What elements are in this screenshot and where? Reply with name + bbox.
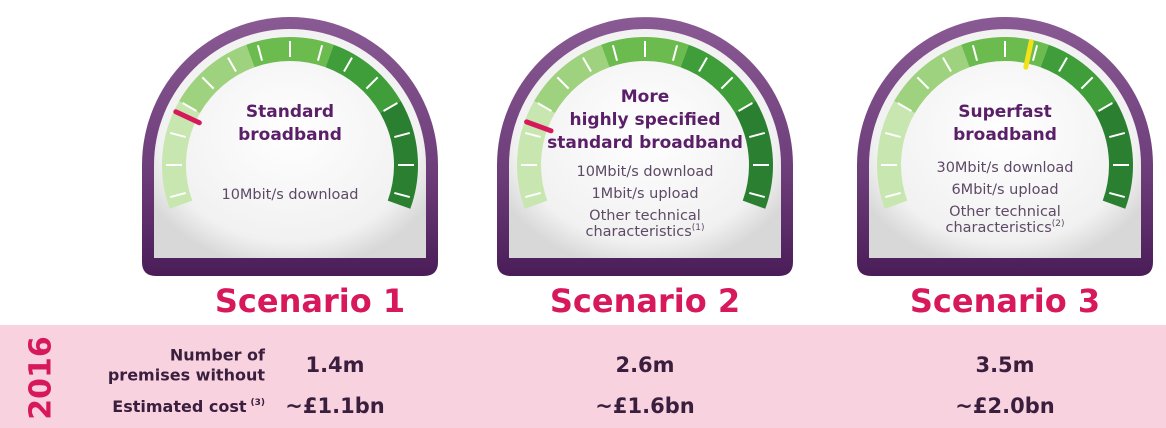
spec: Other technical: [949, 204, 1061, 220]
spec: characteristics(2): [945, 219, 1064, 237]
infographic: 2016 Standard broadband 10Mbit/s download S…: [0, 0, 1166, 428]
spec: 10Mbit/s download: [221, 187, 358, 203]
gauge-title: Superfast: [958, 102, 1052, 122]
gauge-title: broadband: [953, 125, 1057, 145]
scenario-title: Scenario 3: [910, 282, 1100, 320]
spec: 6Mbit/s upload: [951, 182, 1058, 198]
cell-value: ~£1.6bn: [595, 394, 694, 418]
gauge-title: highly specified: [569, 110, 720, 130]
spec: 30Mbit/s download: [936, 160, 1073, 176]
cell-value: 3.5m: [975, 353, 1034, 377]
row-label-text: Estimated cost: [112, 397, 247, 416]
row-label: Estimated cost (3): [112, 397, 265, 416]
cell-value: ~£2.0bn: [955, 394, 1054, 418]
row-label-note: (3): [251, 398, 266, 408]
row-label: Number of: [170, 346, 266, 365]
spec-text: characteristics: [585, 224, 691, 240]
scenario-title: Scenario 2: [550, 282, 740, 320]
spec: 1Mbit/s upload: [591, 186, 698, 202]
spec-note: (2): [1052, 219, 1065, 229]
spec: characteristics(1): [585, 223, 704, 241]
spec-text: characteristics: [945, 220, 1051, 236]
gauge-title: Standard: [246, 102, 334, 122]
cell-value: ~£1.1bn: [285, 394, 384, 418]
scenario-title: Scenario 1: [215, 282, 405, 320]
year: 2016: [24, 336, 59, 420]
gauge-title: standard broadband: [547, 133, 743, 153]
cell-value: 2.6m: [615, 353, 674, 377]
cell-value: 1.4m: [305, 353, 364, 377]
row-label: premises without: [108, 366, 266, 385]
spec: 10Mbit/s download: [576, 164, 713, 180]
spec-note: (1): [692, 223, 705, 233]
gauge-title: broadband: [238, 125, 342, 145]
spec: Other technical: [589, 208, 701, 224]
gauge-title: More: [621, 87, 670, 107]
